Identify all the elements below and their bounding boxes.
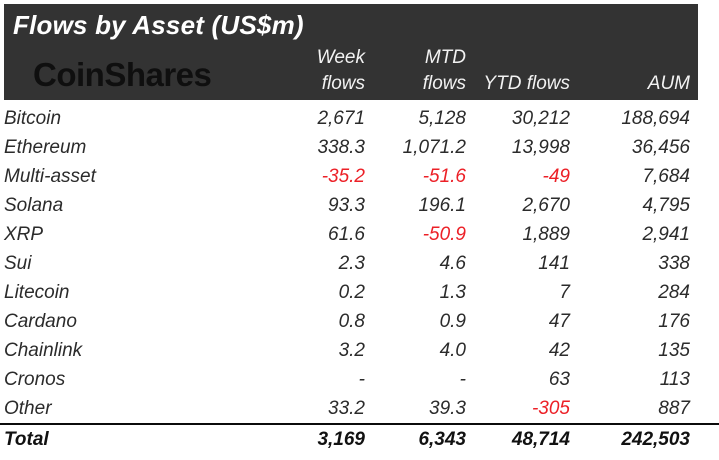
- mtd-flows-value: -50.9: [422, 224, 466, 245]
- aum-value: 113: [659, 369, 690, 390]
- mtd-flows-value: 196.1: [418, 195, 466, 216]
- week-flows-value: 93.3: [328, 195, 365, 216]
- total-aum-value: 242,503: [621, 429, 690, 450]
- mtd-flows-value: 4.6: [439, 253, 466, 274]
- aum-value: 2,941: [642, 224, 690, 245]
- asset-name: Solana: [4, 195, 64, 216]
- week-flows-value: 0.2: [338, 282, 365, 303]
- ytd-flows-value: 1,889: [522, 224, 570, 245]
- aum-value: 887: [658, 398, 690, 419]
- aum-value: 4,795: [642, 195, 690, 216]
- col-header-mtd-line2: flows: [422, 73, 466, 94]
- aum-value: 7,684: [642, 166, 690, 187]
- mtd-flows-value: 1.3: [439, 282, 466, 303]
- asset-name: Ethereum: [4, 137, 87, 158]
- table-row-cronos: Cronos - - 63 113: [0, 365, 719, 394]
- aum-value: 188,694: [621, 108, 690, 129]
- ytd-flows-value: 42: [548, 340, 570, 361]
- asset-name: Multi-asset: [4, 166, 96, 187]
- col-header-mtd-line1: MTD: [424, 47, 466, 68]
- mtd-flows-value: 1,071.2: [402, 137, 466, 158]
- asset-name: Chainlink: [4, 340, 83, 361]
- table-row-sui: Sui 2.3 4.6 141 338: [0, 249, 719, 278]
- aum-value: 284: [658, 282, 690, 303]
- table-row-other: Other 33.2 39.3 -305 887: [0, 394, 719, 423]
- table-row-multi-asset: Multi-asset -35.2 -51.6 -49 7,684: [0, 162, 719, 191]
- total-label: Total: [4, 429, 49, 450]
- asset-name: XRP: [4, 224, 44, 245]
- aum-value: 338: [658, 253, 690, 274]
- week-flows-value: -: [358, 369, 365, 390]
- page-title: Flows by Asset (US$m): [13, 10, 304, 40]
- total-week-flows-value: 3,169: [317, 429, 365, 450]
- aum-value: 36,456: [631, 137, 690, 158]
- asset-name: Cardano: [4, 311, 77, 332]
- week-flows-value: 61.6: [328, 224, 365, 245]
- table-row-ethereum: Ethereum 338.3 1,071.2 13,998 36,456: [0, 133, 719, 162]
- mtd-flows-value: 4.0: [439, 340, 466, 361]
- table-row-solana: Solana 93.3 196.1 2,670 4,795: [0, 191, 719, 220]
- table-row-cardano: Cardano 0.8 0.9 47 176: [0, 307, 719, 336]
- report-header: Flows by Asset (US$m) CoinShares Week fl…: [4, 4, 698, 100]
- ytd-flows-value: 13,998: [511, 137, 570, 158]
- asset-name: Bitcoin: [4, 108, 62, 129]
- ytd-flows-value: 2,670: [522, 195, 570, 216]
- table-row-litecoin: Litecoin 0.2 1.3 7 284: [0, 278, 719, 307]
- asset-name: Other: [4, 398, 52, 419]
- ytd-flows-value: 30,212: [511, 108, 570, 129]
- col-header-week-flows: Week flows: [280, 45, 365, 97]
- mtd-flows-value: 5,128: [418, 108, 466, 129]
- asset-name: Litecoin: [4, 282, 70, 303]
- col-header-week-line1: Week: [316, 47, 365, 68]
- col-header-aum: AUM: [647, 73, 690, 94]
- table-row-xrp: XRP 61.6 -50.9 1,889 2,941: [0, 220, 719, 249]
- ytd-flows-value: -305: [531, 398, 570, 419]
- week-flows-value: 33.2: [328, 398, 365, 419]
- mtd-flows-value: 39.3: [429, 398, 466, 419]
- aum-value: 135: [658, 340, 690, 361]
- ytd-flows-value: 47: [548, 311, 570, 332]
- table-row-total: Total 3,169 6,343 48,714 242,503: [0, 423, 719, 456]
- col-header-ytd-flows: YTD flows: [483, 73, 570, 94]
- asset-name: Cronos: [4, 369, 66, 390]
- week-flows-value: 338.3: [317, 137, 365, 158]
- total-ytd-flows-value: 48,714: [511, 429, 570, 450]
- week-flows-value: -35.2: [321, 166, 365, 187]
- col-header-week-line2: flows: [321, 73, 365, 94]
- week-flows-value: 2,671: [317, 108, 365, 129]
- mtd-flows-value: -51.6: [422, 166, 466, 187]
- ytd-flows-value: 63: [548, 369, 570, 390]
- total-mtd-flows-value: 6,343: [418, 429, 466, 450]
- ytd-flows-value: 141: [538, 253, 570, 274]
- mtd-flows-value: -: [459, 369, 466, 390]
- brand-cell: CoinShares: [4, 58, 280, 97]
- ytd-flows-value: -49: [542, 166, 570, 187]
- table-row-chainlink: Chainlink 3.2 4.0 42 135: [0, 336, 719, 365]
- week-flows-value: 2.3: [338, 253, 365, 274]
- column-header-row: CoinShares Week flows MTD flows YTD flow…: [4, 45, 698, 97]
- week-flows-value: 0.8: [338, 311, 365, 332]
- table-row-bitcoin: Bitcoin 2,671 5,128 30,212 188,694: [0, 104, 719, 133]
- col-header-mtd-flows: MTD flows: [365, 45, 466, 97]
- week-flows-value: 3.2: [338, 340, 365, 361]
- flows-table: Bitcoin 2,671 5,128 30,212 188,694 Ether…: [0, 104, 719, 456]
- mtd-flows-value: 0.9: [439, 311, 466, 332]
- ytd-flows-value: 7: [559, 282, 570, 303]
- aum-value: 176: [658, 311, 690, 332]
- coinshares-logo: CoinShares: [33, 56, 212, 93]
- asset-name: Sui: [4, 253, 32, 274]
